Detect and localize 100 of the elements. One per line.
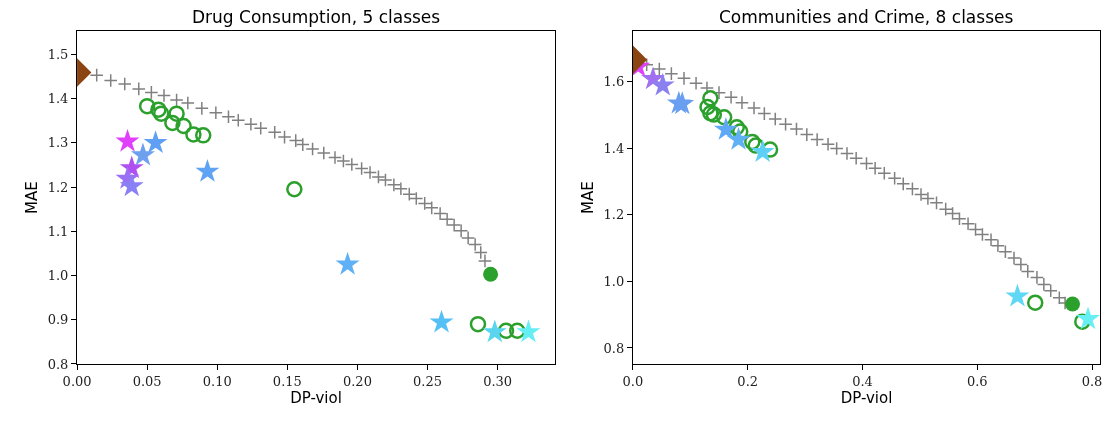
point	[168, 105, 185, 122]
point	[768, 111, 783, 126]
point	[144, 85, 159, 100]
x-axis-title: DP-viol	[290, 388, 342, 407]
point	[508, 322, 526, 340]
point	[253, 121, 268, 136]
x-tick-label: 0.4	[852, 373, 873, 389]
point	[726, 126, 751, 150]
point	[152, 105, 170, 122]
point	[715, 109, 733, 126]
point	[164, 114, 181, 132]
point	[286, 181, 303, 198]
point	[221, 109, 236, 124]
point	[131, 81, 146, 96]
point	[469, 315, 487, 333]
point	[194, 101, 209, 116]
y-tick-label: 1.2	[47, 179, 69, 195]
point	[243, 117, 258, 132]
point	[138, 97, 156, 115]
point	[497, 322, 515, 340]
point	[89, 68, 104, 83]
point	[103, 73, 118, 88]
point	[195, 158, 220, 182]
point	[115, 128, 140, 152]
chart-title: Drug Consumption, 5 classes	[192, 7, 441, 27]
point	[744, 133, 761, 151]
point	[267, 125, 282, 140]
x-tick-label: 0.0	[622, 373, 644, 389]
point	[699, 98, 716, 116]
point	[175, 117, 192, 135]
point	[117, 76, 132, 92]
x-tick-label: 0.30	[483, 373, 513, 389]
point	[119, 173, 144, 197]
y-tick-label: 0.8	[47, 356, 69, 372]
point	[664, 66, 679, 81]
point	[1076, 306, 1100, 330]
point	[185, 126, 202, 143]
point	[516, 319, 541, 343]
y-tick-label: 1.5	[47, 46, 69, 62]
y-tick-label: 1.4	[603, 140, 625, 156]
x-tick-label: 0.00	[62, 373, 92, 389]
point	[810, 132, 825, 147]
point	[429, 309, 454, 333]
point	[789, 121, 804, 136]
point	[676, 71, 692, 86]
point	[689, 76, 704, 91]
x-tick-label: 0.6	[966, 373, 988, 389]
point	[1026, 294, 1044, 311]
y-tick-label: 1.1	[47, 223, 69, 239]
point	[316, 145, 331, 161]
point	[208, 105, 223, 120]
y-tick-label: 0.8	[603, 340, 625, 356]
x-tick-label: 0.20	[342, 373, 372, 389]
y-axis-title: MAE	[578, 181, 597, 215]
point	[650, 72, 675, 96]
point	[1005, 283, 1030, 307]
x-tick-label: 0.8	[1081, 373, 1103, 389]
x-tick-label: 0.2	[737, 373, 759, 389]
point	[746, 100, 762, 115]
point	[194, 127, 212, 144]
x-tick-label: 0.05	[132, 373, 162, 389]
x-axis-title: DP-viol	[840, 388, 893, 407]
point	[130, 142, 155, 166]
point	[150, 101, 167, 118]
y-tick-label: 1.0	[603, 273, 625, 289]
x-tick-label: 0.10	[202, 373, 232, 389]
point	[180, 95, 195, 111]
y-tick-label: 1.3	[47, 135, 69, 151]
point	[778, 117, 793, 132]
point	[750, 139, 775, 163]
point	[699, 80, 714, 96]
point	[799, 127, 814, 142]
point	[483, 266, 499, 282]
y-tick-label: 0.9	[47, 312, 69, 328]
y-axis-title: MAE	[22, 181, 41, 215]
y-tick-label: 1.0	[47, 268, 69, 284]
point	[724, 90, 739, 105]
point	[702, 105, 719, 122]
x-tick-label: 0.25	[413, 373, 442, 389]
point	[231, 113, 246, 128]
y-tick-label: 1.4	[47, 91, 69, 107]
point	[143, 130, 168, 154]
point	[1065, 296, 1081, 312]
point	[169, 92, 184, 107]
point	[335, 251, 360, 275]
point	[702, 90, 719, 107]
point	[728, 119, 746, 136]
x-tick-label: 0.15	[272, 373, 302, 389]
point	[156, 88, 172, 103]
point	[482, 319, 507, 343]
point	[652, 61, 667, 77]
point	[305, 141, 320, 157]
point	[277, 130, 292, 145]
point	[757, 106, 772, 121]
point	[734, 95, 750, 110]
point	[705, 106, 723, 123]
chart-title: Communities and Crime, 8 classes	[719, 7, 1014, 27]
y-tick-label: 1.2	[603, 207, 625, 223]
point	[713, 116, 738, 140]
y-tick-label: 1.6	[603, 74, 625, 90]
